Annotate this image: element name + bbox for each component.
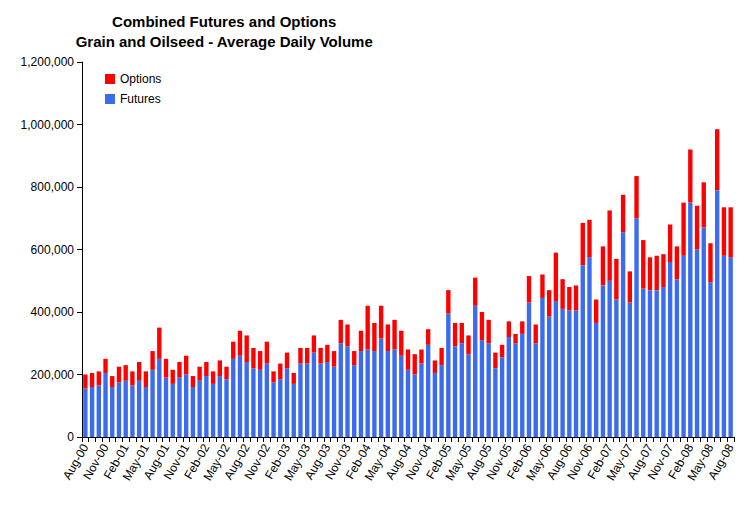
svg-text:Nov-07: Nov-07 xyxy=(644,441,677,482)
svg-text:Aug-05: Aug-05 xyxy=(463,441,495,482)
svg-text:Nov-00: Nov-00 xyxy=(80,441,112,482)
svg-text:Nov-02: Nov-02 xyxy=(241,441,273,482)
svg-text:May-05: May-05 xyxy=(442,441,475,484)
svg-text:Aug-01: Aug-01 xyxy=(140,441,173,482)
svg-text:Options: Options xyxy=(120,72,161,86)
svg-text:May-02: May-02 xyxy=(200,441,233,484)
svg-text:400,000: 400,000 xyxy=(31,305,75,319)
svg-text:600,000: 600,000 xyxy=(31,243,75,257)
svg-text:Aug-06: Aug-06 xyxy=(543,441,576,482)
svg-text:200,000: 200,000 xyxy=(31,368,75,382)
svg-text:1,000,000: 1,000,000 xyxy=(21,118,75,132)
svg-text:Nov-01: Nov-01 xyxy=(160,441,193,482)
svg-text:Feb-04: Feb-04 xyxy=(342,441,374,482)
svg-text:800,000: 800,000 xyxy=(31,180,75,194)
svg-text:May-06: May-06 xyxy=(523,441,556,484)
svg-text:Feb-02: Feb-02 xyxy=(181,441,213,482)
svg-text:May-01: May-01 xyxy=(119,441,152,484)
svg-text:1,200,000: 1,200,000 xyxy=(21,55,75,69)
svg-text:May-07: May-07 xyxy=(603,441,636,484)
svg-text:Feb-05: Feb-05 xyxy=(423,441,455,482)
svg-text:Aug-02: Aug-02 xyxy=(221,441,253,482)
svg-text:Feb-06: Feb-06 xyxy=(503,441,536,482)
svg-text:Feb-08: Feb-08 xyxy=(665,441,697,482)
svg-text:Nov-03: Nov-03 xyxy=(322,441,354,482)
svg-text:Aug-07: Aug-07 xyxy=(624,441,656,482)
svg-text:Nov-06: Nov-06 xyxy=(564,441,596,482)
svg-text:Futures: Futures xyxy=(120,92,161,106)
svg-text:Feb-03: Feb-03 xyxy=(262,441,294,482)
svg-text:Aug-04: Aug-04 xyxy=(382,441,415,482)
svg-text:Feb-01: Feb-01 xyxy=(100,441,132,482)
svg-text:Aug-03: Aug-03 xyxy=(301,441,334,482)
svg-text:Feb-07: Feb-07 xyxy=(584,441,616,482)
svg-text:May-04: May-04 xyxy=(361,441,394,484)
svg-text:May-03: May-03 xyxy=(281,441,314,484)
svg-text:May-08: May-08 xyxy=(684,441,717,484)
svg-text:Aug-08: Aug-08 xyxy=(705,441,737,482)
svg-text:0: 0 xyxy=(67,430,74,444)
svg-text:Aug-00: Aug-00 xyxy=(60,441,92,482)
svg-text:Nov-05: Nov-05 xyxy=(483,441,515,482)
svg-text:Grain and Oilseed - Average Da: Grain and Oilseed - Average Daily Volume xyxy=(76,33,373,50)
svg-text:Nov-04: Nov-04 xyxy=(402,441,435,482)
svg-text:Combined Futures and Options: Combined Futures and Options xyxy=(112,13,336,30)
